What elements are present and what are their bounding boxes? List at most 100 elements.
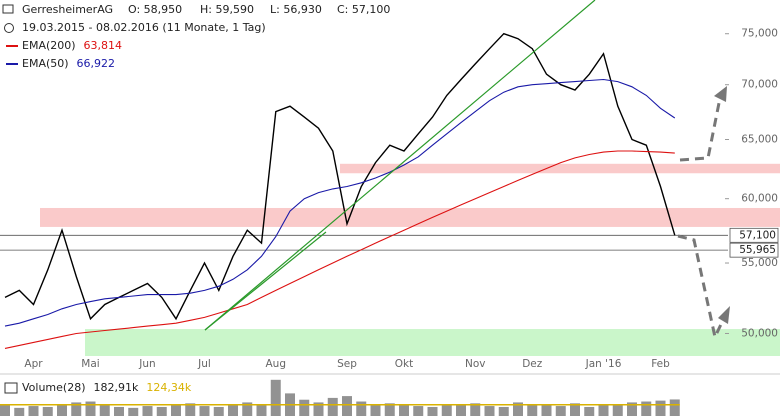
forecast-arrow: [679, 97, 722, 162]
level-label: 57,100: [739, 229, 776, 241]
volume-bar: [570, 403, 580, 416]
ohlc: O: 58,950: [128, 3, 182, 16]
volume-bar: [185, 403, 196, 416]
x-tick-label: Jan '16: [585, 358, 622, 370]
volume-bar: [213, 406, 224, 416]
volume-bar: [370, 404, 381, 416]
volume-bar: [28, 406, 39, 416]
volume-bar: [441, 404, 452, 416]
ohlc: L: 56,930: [270, 3, 322, 16]
volume-bar: [299, 399, 310, 416]
volume-bar: [513, 402, 523, 416]
legend-value: 66,922: [77, 57, 116, 70]
volume-bar: [470, 403, 481, 416]
x-tick-label: Apr: [24, 358, 43, 370]
ema-line: [4, 78, 676, 327]
legend: EMA(200) 63,814 EMA(50) 66,922: [6, 39, 122, 70]
level-label: 55,965: [739, 244, 776, 256]
y-tick-label: 60,000: [741, 193, 778, 205]
zone: [340, 163, 780, 174]
volume-bar: [313, 402, 324, 416]
chart-icon: [2, 4, 14, 14]
trend-line: [204, 0, 596, 331]
subtitle: 19.03.2015 - 08.02.2016 (11 Monate, 1 Ta…: [22, 21, 266, 34]
volume-bar: [0, 405, 10, 416]
arrow-head: [714, 86, 727, 102]
ema-line: [4, 150, 675, 349]
x-tick-label: Jun: [138, 358, 155, 370]
ohlc: H: 59,590: [200, 3, 254, 16]
arrow-head: [718, 306, 730, 324]
volume-bar: [71, 402, 82, 416]
volume-bar: [142, 406, 153, 416]
x-tick-label: Feb: [651, 358, 670, 370]
volume-bar: [598, 405, 609, 416]
volume-bar: [527, 404, 538, 416]
volume-bar: [14, 407, 25, 416]
volume-bar: [99, 405, 110, 416]
volume-bar: [413, 406, 424, 416]
legend-label: EMA(200): [22, 39, 76, 52]
x-tick-label: Mai: [81, 358, 99, 370]
forecast-arrow: [677, 234, 726, 342]
volume-bar: [199, 406, 210, 416]
volume-bar: [484, 406, 495, 416]
x-tick-label: Dez: [522, 358, 543, 370]
y-axis: 50,000 55,000 60,000 65,000 70,000 75,000 57,1…: [725, 28, 779, 339]
volume-bar: [555, 406, 566, 416]
volume-bar: [584, 406, 595, 416]
volume-bar: [456, 405, 466, 416]
x-tick-label: Aug: [265, 358, 286, 370]
volume-bar: [327, 397, 338, 416]
volume-bar: [356, 401, 367, 416]
clock-icon: [4, 23, 14, 33]
volume-last: 182,91k: [94, 381, 139, 394]
ohlc: C: 57,100: [337, 3, 390, 16]
volume-bar: [655, 400, 666, 416]
x-tick-label: Jul: [197, 358, 211, 370]
zone: [85, 329, 780, 356]
header-bg: [0, 0, 420, 50]
legend-value: 63,814: [84, 39, 123, 52]
x-tick-label: Okt: [395, 358, 413, 370]
volume-bar: [57, 404, 67, 416]
volume-name: Volume(28): [22, 381, 86, 394]
volume-avg-label: 124,34k: [146, 381, 191, 394]
zone: [40, 207, 780, 227]
volume-bar: [498, 406, 509, 416]
y-tick-label: 55,000: [741, 257, 778, 269]
volume-icon: [4, 382, 18, 394]
x-tick-label: Sep: [337, 358, 357, 370]
level-label-box: [729, 242, 779, 258]
volume-bar: [342, 396, 352, 416]
legend-label: EMA(50): [22, 57, 69, 70]
trend-line: [204, 231, 327, 331]
volume-bar: [627, 402, 637, 416]
y-tick-label: 75,000: [741, 28, 778, 40]
volume-bar: [42, 406, 53, 416]
plot: [0, 32, 728, 349]
chart-title: GerresheimerAG: [22, 3, 113, 16]
volume-bar: [270, 379, 281, 416]
y-tick-label: 50,000: [741, 327, 778, 339]
volume-bar: [114, 406, 124, 416]
volume-bar: [156, 406, 167, 416]
volume-bar: [669, 399, 680, 416]
x-tick-label: Nov: [465, 358, 486, 370]
volume-bar: [85, 401, 96, 416]
volume-bar: [256, 405, 267, 416]
volume-bar: [399, 405, 409, 416]
volume-bar: [612, 404, 623, 416]
zones: [40, 163, 780, 356]
y-tick-label: 70,000: [741, 79, 778, 91]
y-tick-label: 65,000: [741, 134, 778, 146]
volume-bar: [641, 401, 652, 416]
volume-bar: [384, 403, 395, 416]
level-label-box: [729, 227, 779, 243]
volume-bar: [541, 405, 552, 416]
volume-bar: [242, 402, 253, 416]
volume-bar: [171, 405, 181, 416]
volume-bar: [427, 406, 438, 416]
volume-bar: [128, 407, 139, 416]
